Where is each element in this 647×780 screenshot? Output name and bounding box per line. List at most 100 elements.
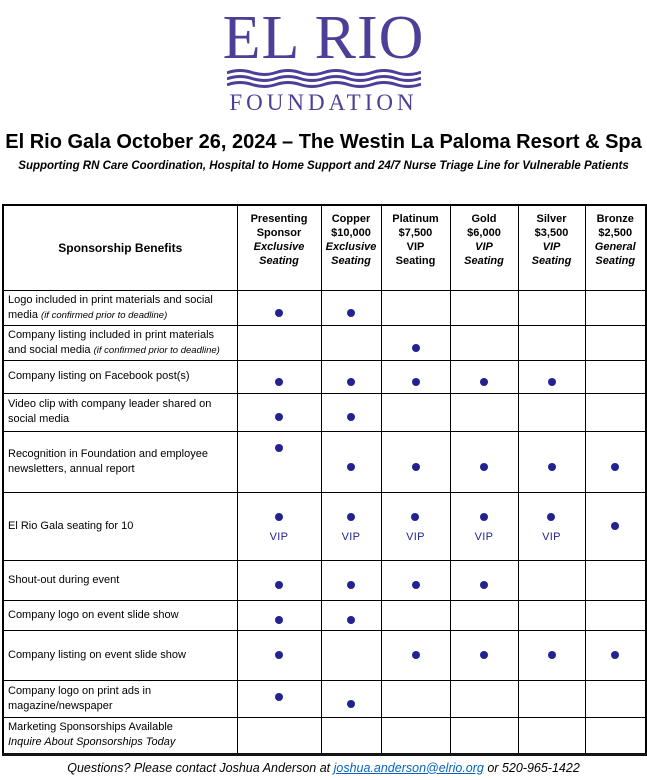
benefit-cell [584, 430, 647, 493]
benefit-label: Logo included in print materials and soc… [8, 293, 213, 321]
benefit-dot-icon [275, 692, 283, 701]
benefit-label-cell: Shout-out during event [2, 559, 238, 601]
benefit-label: Shout-out during event [8, 573, 120, 586]
table-row: Marketing Sponsorships Available Inquire … [2, 716, 647, 755]
benefit-dot-icon [411, 462, 420, 471]
benefit-cell [320, 716, 382, 755]
benefit-dot-icon [480, 377, 488, 386]
benefit-dot-icon [347, 699, 355, 708]
benefit-cell [380, 324, 451, 361]
benefit-dot-icon [411, 651, 420, 659]
benefit-cell [380, 716, 451, 755]
benefit-cell [380, 430, 451, 493]
benefit-cell: VIP [380, 491, 451, 561]
benefit-cell [449, 359, 519, 394]
benefit-cell [584, 679, 647, 718]
benefit-label-cell: Video clip with company leader shared on… [2, 392, 238, 432]
benefit-dot-icon [611, 462, 620, 471]
table-row: Company logo on print ads in magazine/ne… [2, 679, 647, 718]
benefit-dot-icon [480, 581, 488, 589]
contact-footer: Questions? Please contact Joshua Anderso… [0, 761, 647, 775]
benefit-dot-icon [275, 377, 283, 386]
benefit-label-cell: Company listing on event slide show [2, 629, 238, 681]
benefit-cell [236, 359, 322, 394]
benefit-cell [449, 289, 519, 326]
tier-price: $6,000 [467, 227, 501, 239]
benefit-dot-icon [347, 308, 355, 317]
benefit-label: Company logo on print ads in magazine/ne… [8, 684, 152, 712]
page-subtitle: Supporting RN Care Coordination, Hospita… [18, 160, 629, 172]
benefit-cell [320, 679, 382, 718]
benefit-label-cell: Recognition in Foundation and employee n… [2, 430, 238, 493]
benefit-dot-icon [347, 462, 355, 471]
benefit-dot-icon [480, 651, 488, 659]
table-row: Company listing on event slide show [2, 629, 647, 681]
benefit-label: Recognition in Foundation and employee n… [8, 447, 208, 475]
tier-seating: VIP Seating [464, 241, 504, 267]
table-row: Shout-out during event [2, 559, 647, 601]
benefit-cell [517, 430, 586, 493]
benefit-label: El Rio Gala seating for 10 [8, 519, 134, 532]
benefit-dot-icon [275, 443, 283, 452]
benefit-cell [517, 289, 586, 326]
benefit-cell [449, 716, 519, 755]
tier-seating: VIP Seating [395, 241, 436, 267]
benefit-dot-icon [547, 512, 556, 521]
benefit-cell [380, 392, 451, 432]
tier-column-header-silver: Silver $3,500 VIP Seating [517, 204, 586, 291]
benefit-cell [449, 392, 519, 432]
page-title: El Rio Gala October 26, 2024 – The Westi… [5, 131, 642, 153]
benefit-dot-icon [275, 651, 283, 659]
benefit-cell [380, 679, 451, 718]
tier-column-header-presenting-sponsor: Presenting Sponsor Exclusive Seating [236, 204, 322, 291]
benefit-cell [517, 324, 586, 361]
benefit-cell [584, 559, 647, 601]
table-row: Company logo on event slide show [2, 599, 647, 631]
benefit-cell [517, 629, 586, 681]
table-row: Company listing included in print materi… [2, 324, 647, 361]
vip-label: VIP [269, 530, 289, 543]
benefit-cell [517, 359, 586, 394]
table-row: Recognition in Foundation and employee n… [2, 430, 647, 493]
benefit-cell [517, 716, 586, 755]
logo-foundation-text: FOUNDATION [229, 90, 418, 115]
tier-seating: VIP Seating [531, 241, 572, 267]
benefit-cell [517, 599, 586, 631]
benefit-dot-icon [347, 616, 355, 624]
benefit-cell: VIP [517, 491, 586, 561]
benefit-label-secondary: Inquire About Sponsorships Today [8, 736, 176, 748]
benefit-cell: VIP [449, 491, 519, 561]
benefit-cell [236, 679, 322, 718]
benefit-cell [320, 359, 382, 394]
benefit-cell [584, 392, 647, 432]
tier-seating: General Seating [594, 241, 636, 267]
tier-name: Silver [536, 213, 567, 225]
contact-email-link[interactable]: joshua.anderson@elrio.org [333, 760, 484, 775]
benefit-cell [517, 559, 586, 601]
benefit-dot-icon [411, 377, 420, 386]
benefit-label: Company listing included in print materi… [8, 328, 215, 356]
benefit-note: (if confirmed prior to deadline) [93, 344, 220, 356]
tier-column-header-copper: Copper $10,000 Exclusive Seating [320, 204, 382, 291]
benefit-cell [380, 289, 451, 326]
benefit-cell [584, 629, 647, 681]
benefit-label-cell: Company logo on print ads in magazine/ne… [2, 679, 238, 718]
benefit-cell [380, 359, 451, 394]
el-rio-foundation-logo: EL RIO FOUNDATION [0, 0, 647, 115]
benefit-cell [584, 324, 647, 361]
benefit-label-cell: Company listing included in print materi… [2, 324, 238, 361]
benefit-cell [236, 716, 322, 755]
logo-waves-icon [226, 69, 421, 88]
vip-label: VIP [474, 530, 494, 543]
benefit-cell [236, 392, 322, 432]
benefit-dot-icon [411, 343, 420, 352]
benefit-label-cell: Company logo on event slide show [2, 599, 238, 631]
benefit-label: Marketing Sponsorships Available [8, 721, 173, 733]
benefit-cell [584, 716, 647, 755]
benefit-cell: VIP [320, 491, 382, 561]
benefit-cell [584, 599, 647, 631]
benefit-label-cell: Logo included in print materials and soc… [2, 289, 238, 326]
benefit-dot-icon [347, 413, 355, 421]
tier-column-header-platinum: Platinum $7,500 VIP Seating [380, 204, 451, 291]
benefit-cell [380, 559, 451, 601]
